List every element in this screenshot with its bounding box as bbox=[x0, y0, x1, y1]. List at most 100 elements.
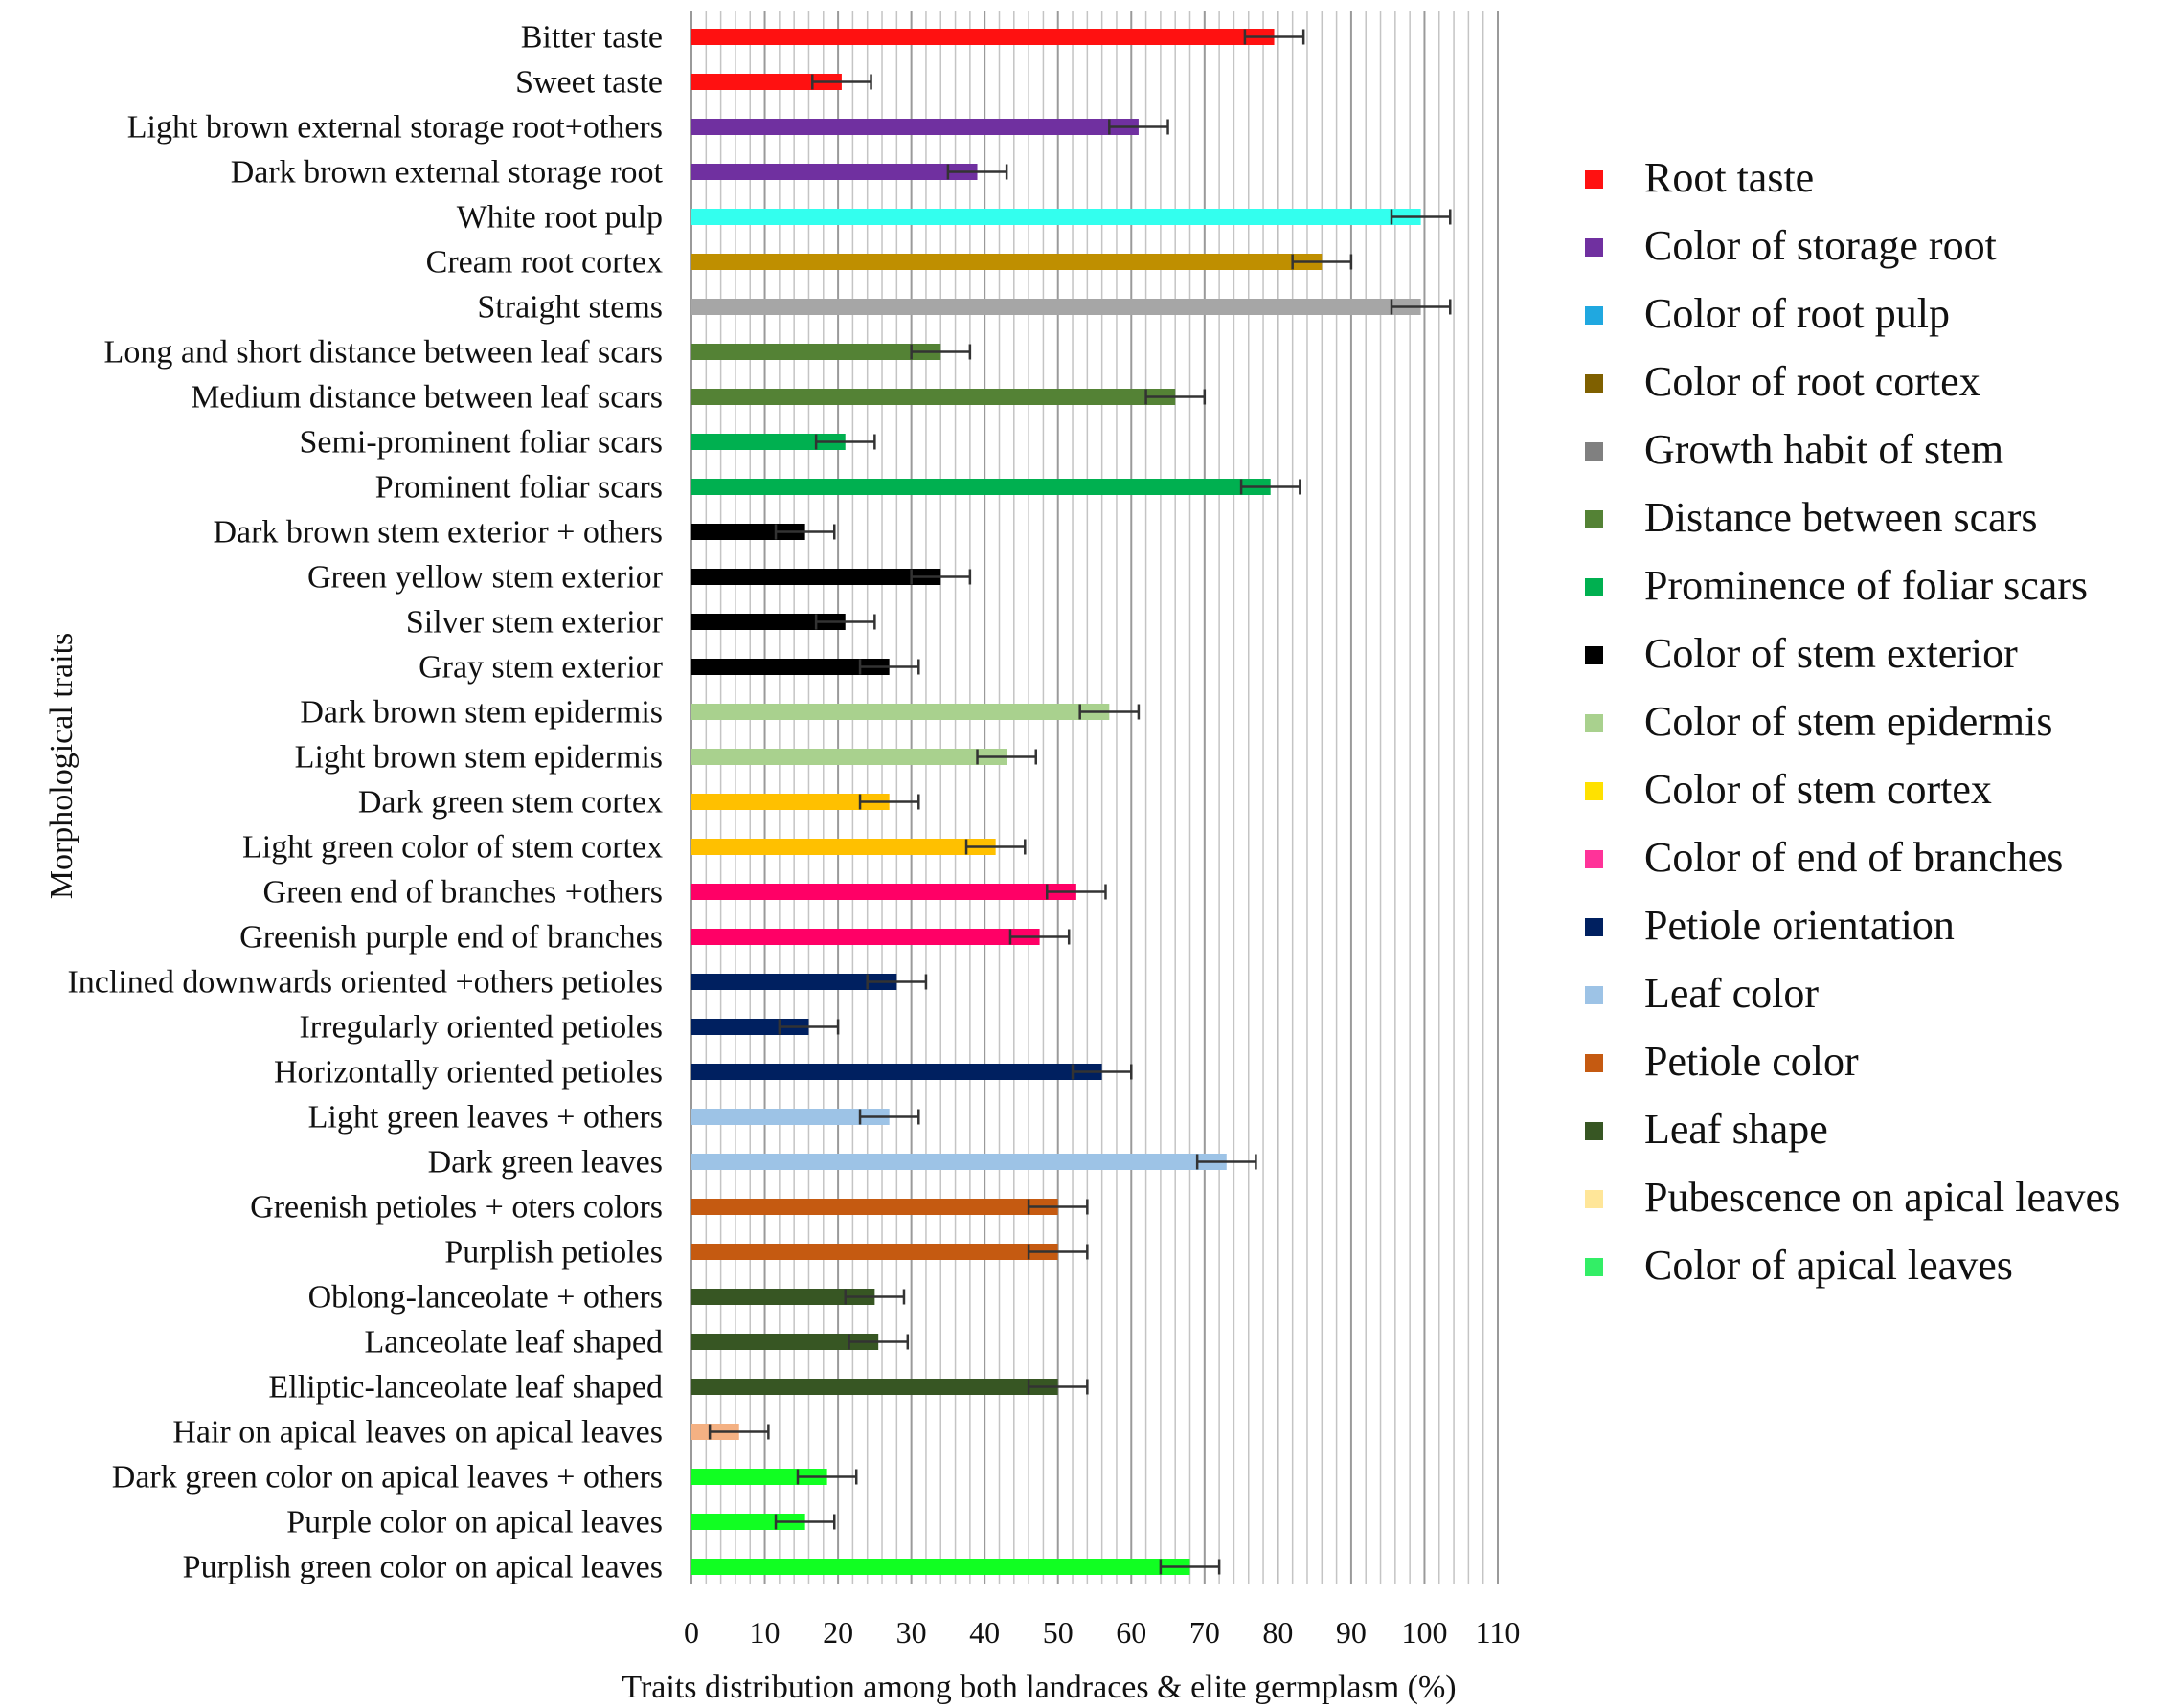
category-label: Light green leaves + others bbox=[308, 1100, 663, 1135]
bar bbox=[691, 479, 1271, 495]
legend-swatch bbox=[1585, 510, 1603, 528]
legend-label: Growth habit of stem bbox=[1644, 426, 2003, 473]
legend-label: Color of root pulp bbox=[1644, 290, 1950, 337]
bar bbox=[691, 1469, 827, 1485]
category-label: Dark green leaves bbox=[428, 1145, 663, 1180]
bar bbox=[691, 794, 890, 810]
category-label: Cream root cortex bbox=[426, 245, 663, 281]
category-label: Greenish purple end of branches bbox=[239, 920, 663, 955]
category-label: Light green color of stem cortex bbox=[242, 830, 663, 865]
legend-label: Prominence of foliar scars bbox=[1644, 562, 2088, 609]
legend-label: Color of stem cortex bbox=[1644, 766, 1992, 813]
legend-swatch bbox=[1585, 646, 1603, 664]
legend-swatch bbox=[1585, 238, 1603, 257]
legend-label: Distance between scars bbox=[1644, 494, 2037, 541]
x-tick-label: 90 bbox=[1336, 1615, 1367, 1650]
legend-swatch bbox=[1585, 1054, 1603, 1072]
legend-label: Color of apical leaves bbox=[1644, 1242, 2013, 1289]
x-tick-label: 80 bbox=[1262, 1615, 1293, 1650]
category-label: Straight stems bbox=[477, 290, 663, 326]
bar bbox=[691, 704, 1110, 720]
category-label: Silver stem exterior bbox=[406, 605, 664, 640]
bars bbox=[691, 29, 1421, 1575]
category-label: Oblong-lanceolate + others bbox=[308, 1280, 663, 1315]
bar bbox=[691, 119, 1139, 135]
legend-label: Color of root cortex bbox=[1644, 358, 1980, 405]
category-label: Dark green color on apical leaves + othe… bbox=[112, 1460, 663, 1495]
bar bbox=[691, 209, 1421, 225]
category-label: Dark brown stem epidermis bbox=[300, 695, 663, 730]
legend-swatch bbox=[1585, 306, 1603, 325]
legend-label: Root taste bbox=[1644, 154, 1814, 201]
legend-swatch bbox=[1585, 1258, 1603, 1276]
legend-swatch bbox=[1585, 918, 1603, 936]
x-tick-label: 20 bbox=[823, 1615, 853, 1650]
bar bbox=[691, 569, 941, 585]
legend-label: Petiole orientation bbox=[1644, 902, 1955, 949]
bar bbox=[691, 1289, 875, 1305]
bar bbox=[691, 344, 941, 360]
bar bbox=[691, 389, 1176, 405]
category-label: Lanceolate leaf shaped bbox=[365, 1325, 663, 1360]
legend-label: Leaf shape bbox=[1644, 1106, 1828, 1153]
legend-swatch bbox=[1585, 782, 1603, 800]
x-tick-label: 0 bbox=[684, 1615, 699, 1650]
category-label: Elliptic-lanceolate leaf shaped bbox=[268, 1370, 663, 1405]
category-label: Semi-prominent foliar scars bbox=[299, 425, 663, 461]
legend-swatch bbox=[1585, 986, 1603, 1004]
category-label: Inclined downwards oriented +others peti… bbox=[67, 965, 663, 1000]
category-label: Irregularly oriented petioles bbox=[299, 1010, 663, 1045]
x-tick-label: 70 bbox=[1189, 1615, 1220, 1650]
legend-swatch bbox=[1585, 1122, 1603, 1140]
bar bbox=[691, 1559, 1190, 1575]
category-label: Purple color on apical leaves bbox=[286, 1505, 663, 1540]
category-label: Gray stem exterior bbox=[419, 650, 664, 685]
x-tick-label: 60 bbox=[1116, 1615, 1146, 1650]
legend-swatch bbox=[1585, 374, 1603, 393]
bar bbox=[691, 659, 890, 675]
bar bbox=[691, 884, 1076, 900]
x-tick-label: 50 bbox=[1043, 1615, 1074, 1650]
legend-label: Leaf color bbox=[1644, 970, 1819, 1017]
bar bbox=[691, 254, 1323, 270]
legend-swatch bbox=[1585, 578, 1603, 596]
legend-swatch bbox=[1585, 714, 1603, 732]
bar bbox=[691, 1154, 1227, 1170]
legend-swatch bbox=[1585, 1190, 1603, 1208]
x-tick-label: 100 bbox=[1401, 1615, 1447, 1650]
x-tick-label: 30 bbox=[896, 1615, 927, 1650]
bar bbox=[691, 299, 1421, 315]
bar bbox=[691, 929, 1040, 945]
category-label: Green yellow stem exterior bbox=[307, 560, 664, 596]
legend-label: Color of end of branches bbox=[1644, 834, 2063, 881]
bar bbox=[691, 29, 1275, 45]
y-axis-title: Morphological traits bbox=[44, 633, 79, 900]
category-label: Purplish green color on apical leaves bbox=[183, 1550, 663, 1585]
category-label: Dark green stem cortex bbox=[358, 785, 663, 820]
bar bbox=[691, 164, 978, 180]
legend-label: Color of storage root bbox=[1644, 222, 1997, 269]
error-bars bbox=[708, 29, 1452, 1575]
category-label: Greenish petioles + oters colors bbox=[250, 1190, 663, 1225]
bar bbox=[691, 74, 842, 90]
category-label: Dark brown stem exterior + others bbox=[213, 515, 663, 551]
legend-swatch bbox=[1585, 442, 1603, 461]
category-label: Sweet taste bbox=[515, 65, 663, 101]
category-label: Bitter taste bbox=[521, 20, 663, 56]
bar bbox=[691, 1379, 1058, 1395]
legend-label: Petiole color bbox=[1644, 1038, 1859, 1085]
legend-label: Color of stem exterior bbox=[1644, 630, 2018, 677]
legend-label: Color of stem epidermis bbox=[1644, 698, 2053, 745]
category-label: Purplish petioles bbox=[444, 1235, 663, 1270]
x-tick-labels: 0 10 20 30 40 50 60 70 80 90 100 110 bbox=[684, 1615, 1520, 1650]
x-axis-title: Traits distribution among both landraces… bbox=[622, 1670, 1456, 1705]
bar bbox=[691, 1064, 1102, 1080]
category-label: Dark brown external storage root bbox=[231, 155, 664, 191]
bar bbox=[691, 1334, 879, 1350]
bar bbox=[691, 839, 996, 855]
category-labels: Bitter taste Sweet taste Light brown exter… bbox=[67, 20, 663, 1585]
category-label: Light brown stem epidermis bbox=[295, 740, 663, 775]
bar bbox=[691, 974, 897, 990]
bar bbox=[691, 749, 1007, 765]
